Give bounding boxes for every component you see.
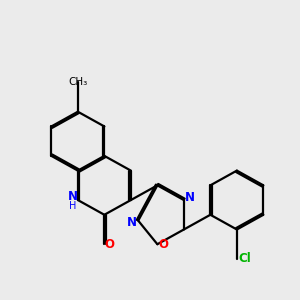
Text: N: N xyxy=(68,190,78,203)
Text: H: H xyxy=(69,201,76,211)
Text: N: N xyxy=(185,190,195,204)
Text: O: O xyxy=(159,238,169,251)
Text: N: N xyxy=(127,216,137,229)
Text: O: O xyxy=(105,238,115,251)
Text: CH₃: CH₃ xyxy=(68,77,88,87)
Text: Cl: Cl xyxy=(239,252,251,266)
